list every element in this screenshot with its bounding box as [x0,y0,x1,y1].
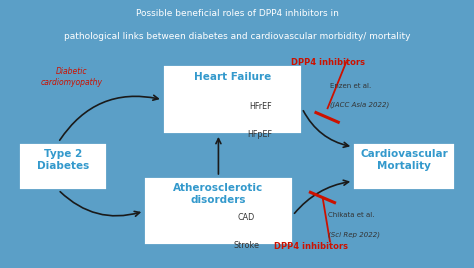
Text: Chikata et al.: Chikata et al. [328,212,374,218]
Text: Atherosclerotic
disorders: Atherosclerotic disorders [173,183,264,205]
FancyBboxPatch shape [144,177,293,245]
Text: Possible beneficial roles of DPP4 inhibitors in: Possible beneficial roles of DPP4 inhibi… [136,9,338,18]
Text: Type 2
Diabetes: Type 2 Diabetes [36,149,89,171]
Text: Stroke: Stroke [233,241,259,250]
Text: Enzen et al.: Enzen et al. [330,83,371,88]
Text: DPP4 inhibitors: DPP4 inhibitors [274,242,348,251]
Text: Diabetic
cardiomyopathy: Diabetic cardiomyopathy [41,68,103,87]
FancyBboxPatch shape [18,143,107,190]
Text: (Sci Rep 2022): (Sci Rep 2022) [328,232,380,238]
FancyBboxPatch shape [353,143,456,190]
Text: pathological links between diabetes and cardiovascular morbidity/ mortality: pathological links between diabetes and … [64,32,410,41]
Text: HFpEF: HFpEF [248,130,273,139]
Text: DPP4 inhibitors: DPP4 inhibitors [291,58,365,67]
Text: Heart Failure: Heart Failure [194,72,271,82]
Text: CAD: CAD [237,213,255,222]
FancyBboxPatch shape [163,65,302,134]
Text: (JACC Asia 2022): (JACC Asia 2022) [330,102,389,108]
Text: HFrEF: HFrEF [249,102,272,111]
Text: Cardiovascular
Mortality: Cardiovascular Mortality [360,149,448,171]
